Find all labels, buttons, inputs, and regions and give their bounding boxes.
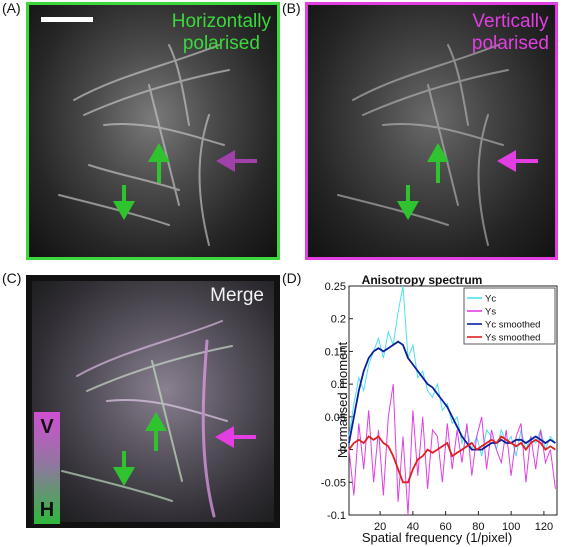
y-tick-label: 0.25 (325, 281, 346, 293)
panel-a-title: Horizontally polarised (171, 11, 271, 54)
panel-b-title: Vertically polarised (471, 11, 549, 54)
x-tick-label: 120 (535, 521, 553, 533)
panel-label-d: (D) (282, 270, 302, 286)
legend-entry-2: Yc smoothed (485, 320, 540, 331)
y-tick-label: 0.05 (325, 412, 346, 424)
series-line-2 (348, 340, 556, 451)
arrow-head-up-a (148, 143, 170, 162)
filament-texture (58, 44, 230, 246)
colorbar: V H (34, 412, 60, 524)
y-tick-label: -0.05 (321, 477, 346, 489)
arrow-head-left-a (216, 150, 235, 172)
x-tick-label: 40 (407, 521, 419, 533)
legend-entry-3: Ys smoothed (485, 333, 540, 344)
x-tick-label: 100 (502, 521, 520, 533)
chart-xlabel: Spatial frequency (1/pixel) (362, 530, 512, 545)
x-tick-label: 80 (472, 521, 484, 533)
chart-ylabel: Normalised moment (335, 341, 350, 458)
y-tick-label: 0.1 (331, 379, 346, 391)
anisotropy-chart: Anisotropy spectrum Spatial frequency (1… (321, 273, 558, 545)
series-line-1 (348, 384, 556, 516)
panel-label-b: (B) (282, 0, 301, 16)
colorbar-label-h: H (39, 499, 55, 521)
y-tick-label: 0.2 (331, 314, 346, 326)
series-line-0 (348, 285, 556, 457)
filament-texture-c (61, 320, 233, 518)
series-line-3 (348, 435, 556, 484)
y-tick-label: -0.1 (327, 510, 346, 522)
legend-entry-1: Ys (485, 307, 496, 318)
micrograph-vertical: Vertically polarised (305, 2, 558, 260)
scale-bar (41, 17, 93, 22)
panel-label-a: (A) (2, 0, 21, 16)
arrows-b (397, 143, 538, 220)
arrows-a (113, 143, 257, 220)
colorbar-label-v: V (40, 416, 54, 438)
x-tick-label: 20 (374, 521, 386, 533)
y-tick-label: 0.15 (325, 346, 346, 358)
arrow-head-down-a (113, 201, 135, 220)
chart-title: Anisotropy spectrum (362, 273, 483, 287)
y-tick-label: 0 (340, 445, 346, 457)
legend-entry-0: Yc (485, 294, 496, 305)
panel-c-title: Merge (210, 285, 264, 306)
x-tick-label: 60 (440, 521, 452, 533)
filament-texture-b (337, 44, 509, 246)
arrows-c (113, 412, 256, 486)
micrograph-horizontal: Horizontally polarised (26, 2, 280, 260)
panel-label-c: (C) (2, 270, 22, 286)
micrograph-merge: Merge (26, 275, 280, 528)
